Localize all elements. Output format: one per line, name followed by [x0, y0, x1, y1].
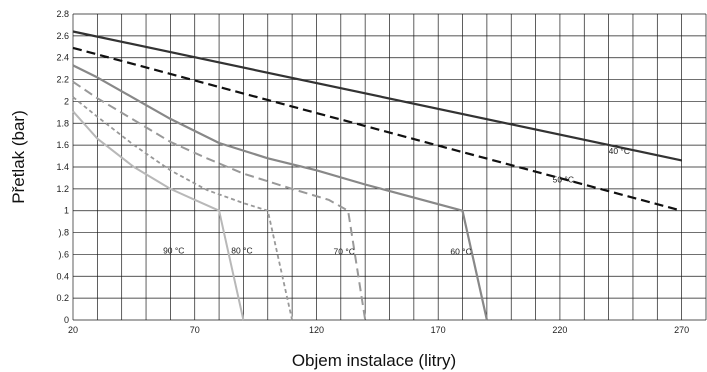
series-line [72, 46, 682, 212]
series-label: 70 °C [334, 246, 355, 256]
series-line [72, 64, 488, 321]
y-tick-label: 1.4 [56, 162, 69, 172]
series-label: 50 °C [553, 174, 574, 184]
series-line [72, 80, 367, 321]
y-tick-label: 0.2 [56, 293, 69, 303]
y-tick-label: ).8 [58, 228, 69, 238]
y-tick-label: 2 [64, 96, 69, 106]
y-tick-label: 2.2 [56, 75, 69, 85]
x-tick-label: 170 [431, 325, 446, 335]
y-tick-label: 2.8 [56, 9, 69, 19]
x-axis-title: Objem instalace (litry) [292, 351, 456, 370]
x-tick-label: 120 [309, 325, 324, 335]
y-tick-label: 2.6 [56, 31, 69, 41]
grid [72, 13, 707, 321]
series-labels: 40 °C 50 °C 60 °C 70 °C 80 °C 90 °C [163, 146, 630, 257]
series-lines [72, 30, 682, 321]
y-tick-label: 1.6 [56, 140, 69, 150]
y-tick-label: 0.4 [56, 271, 69, 281]
x-tick-label: 220 [552, 325, 567, 335]
x-tick-label: 20 [68, 325, 78, 335]
x-tick-label: 270 [674, 325, 689, 335]
series-line [72, 110, 245, 321]
series-label: 40 °C [609, 146, 630, 156]
series-line [72, 96, 293, 321]
series-label: 60 °C [450, 246, 471, 256]
y-tick-label: 2.4 [56, 53, 69, 63]
tick-labels: 20 70 120 170 220 270 0 0.2 0.4 ).6 ).8 1 1.2 1.4 1.6 1… [56, 9, 689, 335]
y-tick-label: 1 [64, 206, 69, 216]
x-tick-label: 70 [190, 325, 200, 335]
series-line [72, 30, 682, 162]
series-label: 80 °C [231, 245, 252, 255]
series-label: 90 °C [163, 245, 184, 255]
y-tick-label: 1.2 [56, 184, 69, 194]
y-tick-label: 0 [64, 315, 69, 325]
y-tick-label: 1.8 [56, 118, 69, 128]
y-tick-label: ).6 [58, 249, 69, 259]
y-axis-title: Přetlak (bar) [9, 110, 28, 204]
